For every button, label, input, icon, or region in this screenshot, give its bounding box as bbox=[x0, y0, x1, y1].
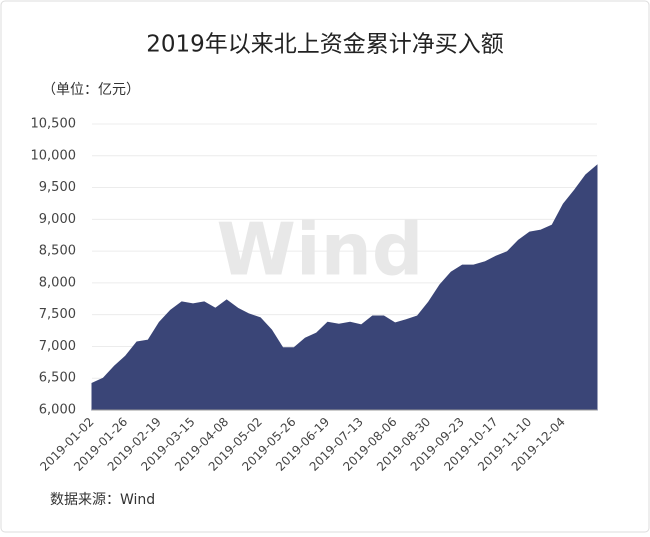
y-tick-label: 7,000 bbox=[39, 339, 76, 354]
watermark: Wind bbox=[217, 208, 424, 292]
y-tick-label: 9,000 bbox=[39, 212, 76, 227]
y-tick-label: 6,500 bbox=[39, 371, 76, 386]
source: 数据来源：Wind bbox=[50, 492, 155, 508]
y-tick-label: 7,500 bbox=[39, 307, 76, 322]
y-tick-label: 10,500 bbox=[31, 117, 77, 132]
chart-title: 2019年以来北上资金累计净买入额 bbox=[146, 32, 504, 58]
y-tick-label: 8,000 bbox=[39, 275, 76, 290]
y-tick-label: 10,000 bbox=[31, 148, 77, 163]
unit-label: （单位：亿元） bbox=[42, 82, 140, 98]
y-tick-label: 9,500 bbox=[39, 180, 76, 195]
y-tick-label: 8,500 bbox=[39, 244, 76, 259]
area bbox=[91, 164, 598, 411]
y-tick-label: 6,000 bbox=[39, 403, 76, 418]
